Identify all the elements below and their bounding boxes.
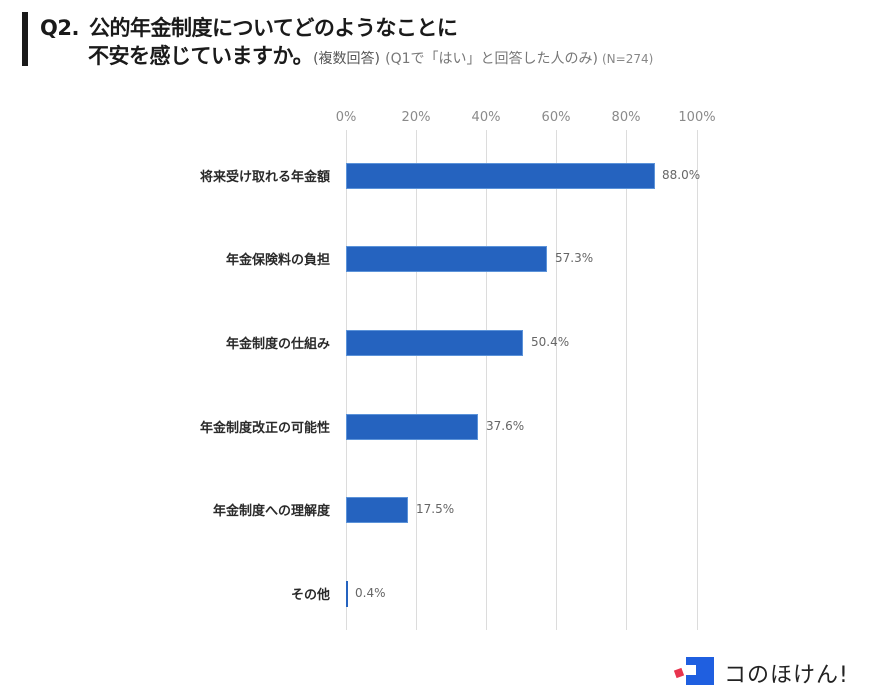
value-label: 88.0% xyxy=(662,168,701,182)
title-text-2: 不安を感じていますか。 xyxy=(88,44,314,68)
bar-row: 年金制度改正の可能性 37.6% xyxy=(0,414,870,440)
value-label: 57.3% xyxy=(555,251,594,265)
x-tick-60: 60% xyxy=(541,110,571,125)
gridline xyxy=(626,130,627,630)
bar xyxy=(346,581,348,607)
bar-row: その他 0.4% xyxy=(0,581,870,607)
x-tick-20: 20% xyxy=(401,110,431,125)
gridline xyxy=(697,130,698,630)
bar-row: 年金制度への理解度 17.5% xyxy=(0,497,870,523)
logo-text: コのほけん! xyxy=(724,663,849,688)
value-label: 37.6% xyxy=(486,419,525,433)
question-number: Q2. xyxy=(40,16,79,40)
chart-title-line2: 不安を感じていますか。(複数回答) (Q1で「はい」と回答した人のみ) (N=27… xyxy=(88,40,653,70)
category-label: 年金制度改正の可能性 xyxy=(199,421,330,436)
value-label: 50.4% xyxy=(531,335,570,349)
bar xyxy=(346,163,655,189)
gridline xyxy=(416,130,417,630)
gridline xyxy=(486,130,487,630)
value-label: 0.4% xyxy=(355,586,386,600)
bar-row: 年金制度の仕組み 50.4% xyxy=(0,330,870,356)
bar xyxy=(346,246,547,272)
bar-row: 年金保険料の負担 57.3% xyxy=(0,246,870,272)
category-label: 年金保険料の負担 xyxy=(225,253,330,268)
bar-row: 将来受け取れる年金額 88.0% xyxy=(0,163,870,189)
category-label: 将来受け取れる年金額 xyxy=(199,170,330,185)
note-multiple-answer: (複数回答) xyxy=(313,51,381,67)
category-label: 年金制度の仕組み xyxy=(225,337,330,352)
sample-size: (N=274) xyxy=(601,52,654,66)
category-label: その他 xyxy=(290,588,330,603)
gridline xyxy=(346,130,347,630)
chart-title-line1: Q2. 公的年金制度についてどのようなことに xyxy=(40,12,458,42)
gridline xyxy=(556,130,557,630)
bar xyxy=(346,497,408,523)
bar xyxy=(346,414,478,440)
logo-notch xyxy=(686,665,696,675)
plot-area xyxy=(346,130,698,630)
x-tick-0: 0% xyxy=(335,110,357,125)
x-tick-40: 40% xyxy=(471,110,501,125)
note-condition: (Q1で「はい」と回答した人のみ) xyxy=(385,51,598,67)
title-accent-bar xyxy=(22,12,28,66)
logo-red-square-icon xyxy=(673,667,685,679)
x-tick-100: 100% xyxy=(678,110,716,125)
bar xyxy=(346,330,523,356)
x-tick-80: 80% xyxy=(611,110,641,125)
title-text-1: 公的年金制度についてどのようなことに xyxy=(88,16,458,40)
value-label: 17.5% xyxy=(416,502,455,516)
category-label: 年金制度への理解度 xyxy=(212,504,330,519)
